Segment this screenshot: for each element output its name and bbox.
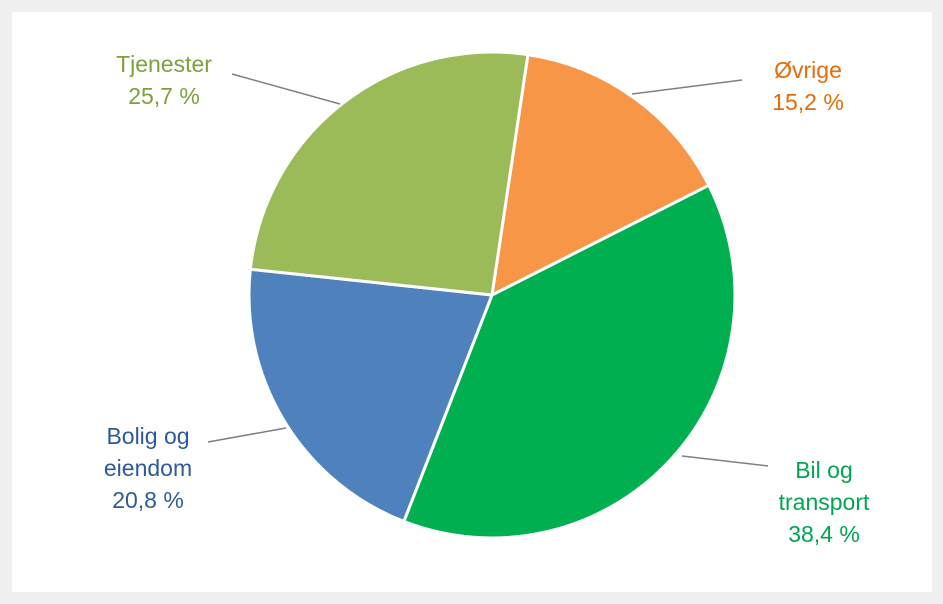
chart-frame: Øvrige 15,2 % Bil og transport 38,4 % Bolig o… (12, 12, 932, 592)
slice-labels: Øvrige 15,2 % Bil og transport 38,4 % Bolig o… (104, 51, 870, 547)
leader-line-4 (231, 73, 341, 105)
leader-line-3 (207, 427, 287, 443)
slice-name-label-4: Tjenester (116, 51, 212, 77)
slice-value-label-1: 15,2 % (772, 89, 844, 115)
slice-value-label-3: 20,8 % (112, 487, 184, 513)
slice-value-label-4: 25,7 % (128, 83, 200, 109)
leader-line-1 (631, 79, 743, 95)
pie-slice-2 (402, 183, 737, 540)
pie-slice-4 (248, 50, 530, 297)
slice-name-label-2: transport (779, 489, 870, 515)
leader-lines (207, 73, 769, 467)
slice-name-label-3: eiendom (104, 455, 192, 481)
pie-slices (247, 50, 737, 540)
slice-name-label-1: Øvrige (774, 57, 842, 83)
leader-line-2 (681, 455, 769, 467)
pie-slice-3 (247, 267, 494, 523)
slice-value-label-2: 38,4 % (788, 521, 860, 547)
slice-name-label-2: Bil og (795, 457, 853, 483)
pie-slice-1 (490, 53, 711, 297)
slice-name-label-3: Bolig og (106, 423, 189, 449)
